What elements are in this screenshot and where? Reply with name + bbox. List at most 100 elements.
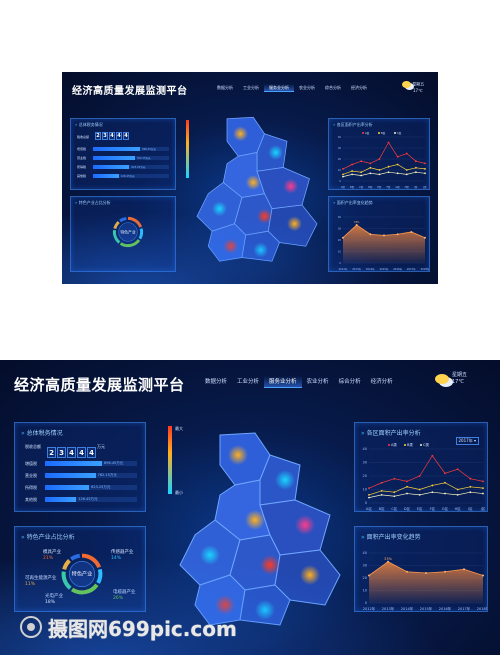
map-hotspot (215, 595, 235, 615)
tax-row-value: 623.25万元 (131, 166, 146, 169)
tax-row-value: 623.25万元 (91, 485, 111, 489)
y-tick: 20 (363, 576, 367, 580)
series-point (414, 171, 417, 174)
watermark: 摄图网699pic.com (20, 612, 490, 642)
series-point (431, 491, 434, 494)
x-tick: B区 (350, 185, 355, 189)
y-tick: 30 (338, 227, 342, 231)
tax-prefix: 税收总额 (25, 444, 41, 449)
tax-row-value: 762.15万元 (136, 157, 151, 160)
trend-point (387, 560, 389, 563)
tab-3[interactable]: 农业分析 (306, 379, 329, 385)
x-tick: 2013年 (352, 267, 361, 271)
tax-row-value: 762.15万元 (97, 473, 117, 477)
tab-2[interactable]: 服务业分析 (264, 376, 302, 388)
series-point (444, 492, 446, 495)
watermark-text: 摄图网699pic.com (48, 616, 237, 641)
region-map-small (196, 116, 318, 262)
series-point (444, 481, 446, 484)
x-tick: F区 (387, 185, 391, 189)
tax-digit: 4 (87, 447, 96, 458)
partly-cloudy-icon (435, 374, 449, 384)
series-point (444, 472, 446, 475)
map-hotspot (200, 545, 220, 565)
y-tick: 0 (365, 501, 367, 505)
series-point (351, 173, 354, 176)
map-legend-bar-small (186, 120, 189, 178)
series-line (368, 455, 484, 489)
y-tick: 0 (365, 601, 367, 605)
series-point (368, 494, 370, 496)
series-point (393, 495, 396, 498)
x-tick: I区 (414, 185, 418, 189)
series-point (351, 170, 354, 172)
tab-3[interactable]: 农业分析 (299, 85, 315, 90)
donut-slice (61, 571, 72, 590)
industry-pct: 18% (45, 600, 56, 605)
tax-row-value: 896.45万元 (104, 461, 124, 465)
trend-card-small: » 面积产出率变化趋势 40 30 20 10 0 2012年 2013年 2014年 2015… (328, 196, 430, 272)
tax-row-bar (45, 461, 103, 466)
trend-point (463, 568, 465, 571)
series-point (418, 494, 421, 496)
year-dropdown[interactable]: 2017年 ▾ (455, 437, 479, 445)
series-point (342, 168, 344, 170)
donut-slice (127, 216, 143, 228)
map-hotspot (255, 600, 275, 620)
tax-digit: 4 (123, 132, 129, 140)
series-point (387, 141, 390, 144)
tab-5[interactable]: 经济分析 (370, 379, 393, 385)
tax-digit: 4 (67, 447, 76, 458)
x-tick: 2018年 (421, 267, 429, 271)
donut-slice (62, 559, 71, 571)
map-hotspot (212, 201, 227, 217)
industry-pct: 11% (25, 582, 36, 587)
tax-card-title: » 总体税务情况 (21, 430, 63, 437)
series-point (405, 152, 408, 155)
donut-slice (81, 553, 102, 569)
map-hotspot (275, 470, 295, 490)
trend-chart-small: 40 30 20 10 0 2012年 2013年 2014年 2015年 2016年 2017年 2… (338, 215, 429, 271)
series-point (482, 480, 484, 483)
donut-slice (96, 568, 103, 584)
x-tick: 2017年 (458, 606, 471, 611)
legend-max: 最大 (175, 426, 183, 431)
donut-slice (119, 239, 141, 248)
tax-digit: 3 (102, 132, 108, 140)
x-tick: H区 (405, 185, 410, 189)
industry-label: 电缆器产业 (113, 590, 136, 595)
tab-4[interactable]: 综合分析 (325, 85, 341, 90)
tab-2[interactable]: 服务业分析 (264, 84, 294, 92)
tax-row-bar (93, 147, 141, 151)
series-point (406, 480, 408, 483)
y-tick: 40 (338, 215, 342, 219)
industry-pct: 26% (113, 596, 124, 601)
donut-slice (113, 220, 120, 230)
tab-1[interactable]: 工业分析 (243, 85, 259, 90)
rate-chart-small: 40 30 20 10 0A区 B区 C区 D区 E区 F区 G区 H区 I区 J区 A类 B类 C类 (338, 131, 427, 189)
tab-4[interactable]: 综合分析 (338, 379, 361, 385)
series-point (387, 165, 390, 168)
tab-0[interactable]: 数据分析 (217, 85, 233, 90)
y-tick: 10 (363, 488, 367, 492)
tax-digit: 4 (77, 447, 86, 458)
series-point (360, 171, 363, 174)
page-title-small: 经济高质量发展监测平台 (72, 86, 188, 97)
industry-donut: 特色产业 (61, 553, 103, 595)
legend-label: B类 (407, 443, 413, 447)
tax-row-bar (93, 156, 135, 160)
tab-0[interactable]: 数据分析 (205, 379, 228, 385)
series-point (482, 492, 484, 495)
partly-cloudy-icon (402, 81, 411, 88)
series-point (469, 485, 472, 488)
series-point (396, 163, 399, 166)
x-tick: E区 (377, 185, 382, 189)
tax-unit: 万元 (97, 444, 105, 449)
tab-5[interactable]: 经济分析 (351, 85, 367, 90)
tab-1[interactable]: 工业分析 (237, 379, 260, 385)
series-point (418, 475, 421, 477)
series-point (406, 485, 408, 488)
trend-point (406, 570, 408, 573)
tax-digit: 2 (47, 447, 56, 458)
